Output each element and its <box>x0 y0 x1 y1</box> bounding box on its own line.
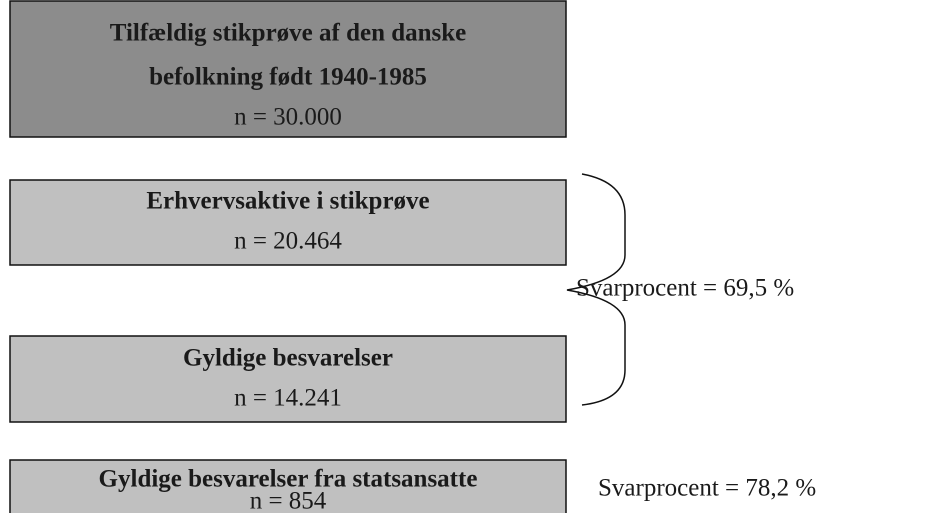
box-title: Gyldige besvarelser <box>183 345 393 372</box>
box-title: Gyldige besvarelser fra statsansatte <box>99 466 478 493</box>
sample-box <box>9 0 567 138</box>
response-rate: Svarprocent = 69,5 % <box>576 275 794 302</box>
box-count: n = 30.000 <box>234 104 342 131</box>
valid-box <box>9 335 567 423</box>
box-title: Tilfældig stikprøve af den danske <box>110 20 467 47</box>
box-title: befolkning født 1940-1985 <box>149 64 427 91</box>
box-count: n = 14.241 <box>234 385 342 412</box>
box-count: n = 854 <box>250 488 327 513</box>
box-count: n = 20.464 <box>234 228 342 255</box>
state-box <box>9 459 567 513</box>
box-title: Erhvervsaktive i stikprøve <box>146 188 429 215</box>
response-rate: Svarprocent = 78,2 % <box>598 475 816 502</box>
employed-box <box>9 179 567 266</box>
brace <box>566 173 626 406</box>
